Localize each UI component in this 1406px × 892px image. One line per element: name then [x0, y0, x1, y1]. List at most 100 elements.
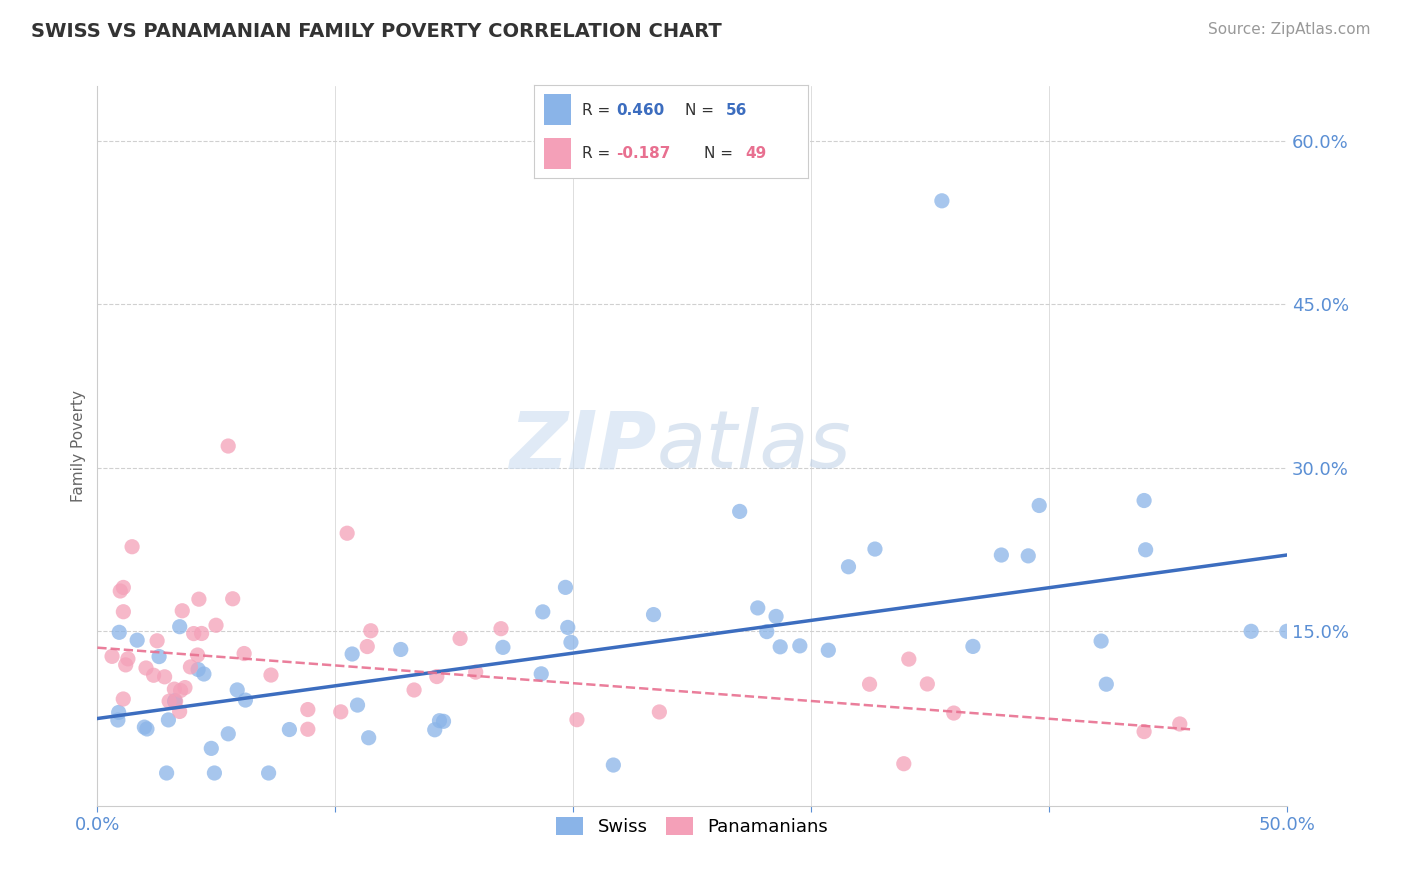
- Point: [183, 626, 205, 640]
- Point: [557, 620, 579, 634]
- Point: [863, 542, 886, 557]
- Point: [107, 713, 129, 727]
- Point: [193, 667, 215, 681]
- Point: [163, 682, 186, 697]
- Point: [148, 649, 170, 664]
- Point: [602, 758, 624, 772]
- Point: [858, 677, 880, 691]
- FancyBboxPatch shape: [544, 138, 571, 169]
- Text: 56: 56: [725, 103, 748, 118]
- Text: 49: 49: [745, 145, 766, 161]
- Text: ZIP: ZIP: [509, 407, 657, 485]
- Point: [117, 652, 139, 666]
- Point: [769, 640, 792, 654]
- Text: N =: N =: [704, 145, 738, 161]
- Point: [1168, 717, 1191, 731]
- Point: [356, 640, 378, 654]
- Point: [114, 657, 136, 672]
- Point: [755, 624, 778, 639]
- Point: [127, 633, 149, 648]
- Point: [837, 559, 859, 574]
- Text: 0.460: 0.460: [616, 103, 665, 118]
- Point: [169, 620, 191, 634]
- Text: R =: R =: [582, 145, 616, 161]
- Point: [157, 694, 180, 708]
- Point: [1017, 549, 1039, 563]
- Text: -0.187: -0.187: [616, 145, 671, 161]
- Point: [187, 648, 209, 662]
- Y-axis label: Family Poverty: Family Poverty: [72, 390, 86, 502]
- Text: Source: ZipAtlas.com: Source: ZipAtlas.com: [1208, 22, 1371, 37]
- Point: [226, 682, 249, 697]
- Point: [101, 649, 124, 664]
- Point: [340, 647, 363, 661]
- Point: [336, 526, 359, 541]
- Point: [257, 766, 280, 780]
- Point: [1028, 499, 1050, 513]
- Point: [765, 609, 787, 624]
- Point: [1240, 624, 1263, 639]
- Point: [155, 766, 177, 780]
- Point: [1133, 724, 1156, 739]
- Point: [817, 643, 839, 657]
- Point: [278, 723, 301, 737]
- Point: [110, 584, 132, 599]
- Point: [297, 702, 319, 716]
- Point: [135, 661, 157, 675]
- Point: [107, 706, 129, 720]
- Point: [222, 591, 245, 606]
- Point: [233, 647, 256, 661]
- Point: [217, 727, 239, 741]
- Point: [492, 640, 515, 655]
- Point: [153, 670, 176, 684]
- Point: [789, 639, 811, 653]
- Point: [893, 756, 915, 771]
- Point: [163, 695, 186, 709]
- Point: [136, 722, 159, 736]
- Point: [329, 705, 352, 719]
- Text: atlas: atlas: [657, 407, 851, 485]
- Point: [747, 601, 769, 615]
- Text: SWISS VS PANAMANIAN FAMILY POVERTY CORRELATION CHART: SWISS VS PANAMANIAN FAMILY POVERTY CORRE…: [31, 22, 721, 41]
- Point: [108, 625, 131, 640]
- Point: [187, 592, 209, 607]
- Point: [990, 548, 1012, 562]
- Point: [297, 723, 319, 737]
- Point: [174, 681, 197, 695]
- Text: N =: N =: [685, 103, 718, 118]
- Point: [190, 626, 212, 640]
- Point: [565, 713, 588, 727]
- Point: [142, 668, 165, 682]
- Point: [643, 607, 665, 622]
- Point: [404, 683, 426, 698]
- Point: [1133, 493, 1156, 508]
- Point: [432, 714, 454, 729]
- Point: [200, 741, 222, 756]
- Point: [560, 635, 582, 649]
- Point: [931, 194, 953, 208]
- Point: [169, 705, 191, 719]
- Point: [530, 666, 553, 681]
- Point: [426, 669, 449, 683]
- Point: [360, 624, 382, 638]
- Point: [163, 693, 186, 707]
- Text: R =: R =: [582, 103, 616, 118]
- Point: [554, 580, 576, 594]
- Point: [112, 605, 135, 619]
- Point: [157, 713, 180, 727]
- Point: [1135, 542, 1157, 557]
- Point: [489, 622, 512, 636]
- Point: [962, 640, 984, 654]
- Point: [235, 693, 257, 707]
- Point: [449, 632, 471, 646]
- Point: [897, 652, 920, 666]
- Point: [217, 439, 239, 453]
- Point: [389, 642, 412, 657]
- Point: [423, 723, 446, 737]
- Point: [429, 714, 451, 728]
- Point: [165, 694, 187, 708]
- Point: [1090, 634, 1112, 648]
- Point: [146, 633, 169, 648]
- Point: [112, 692, 135, 706]
- Point: [172, 604, 194, 618]
